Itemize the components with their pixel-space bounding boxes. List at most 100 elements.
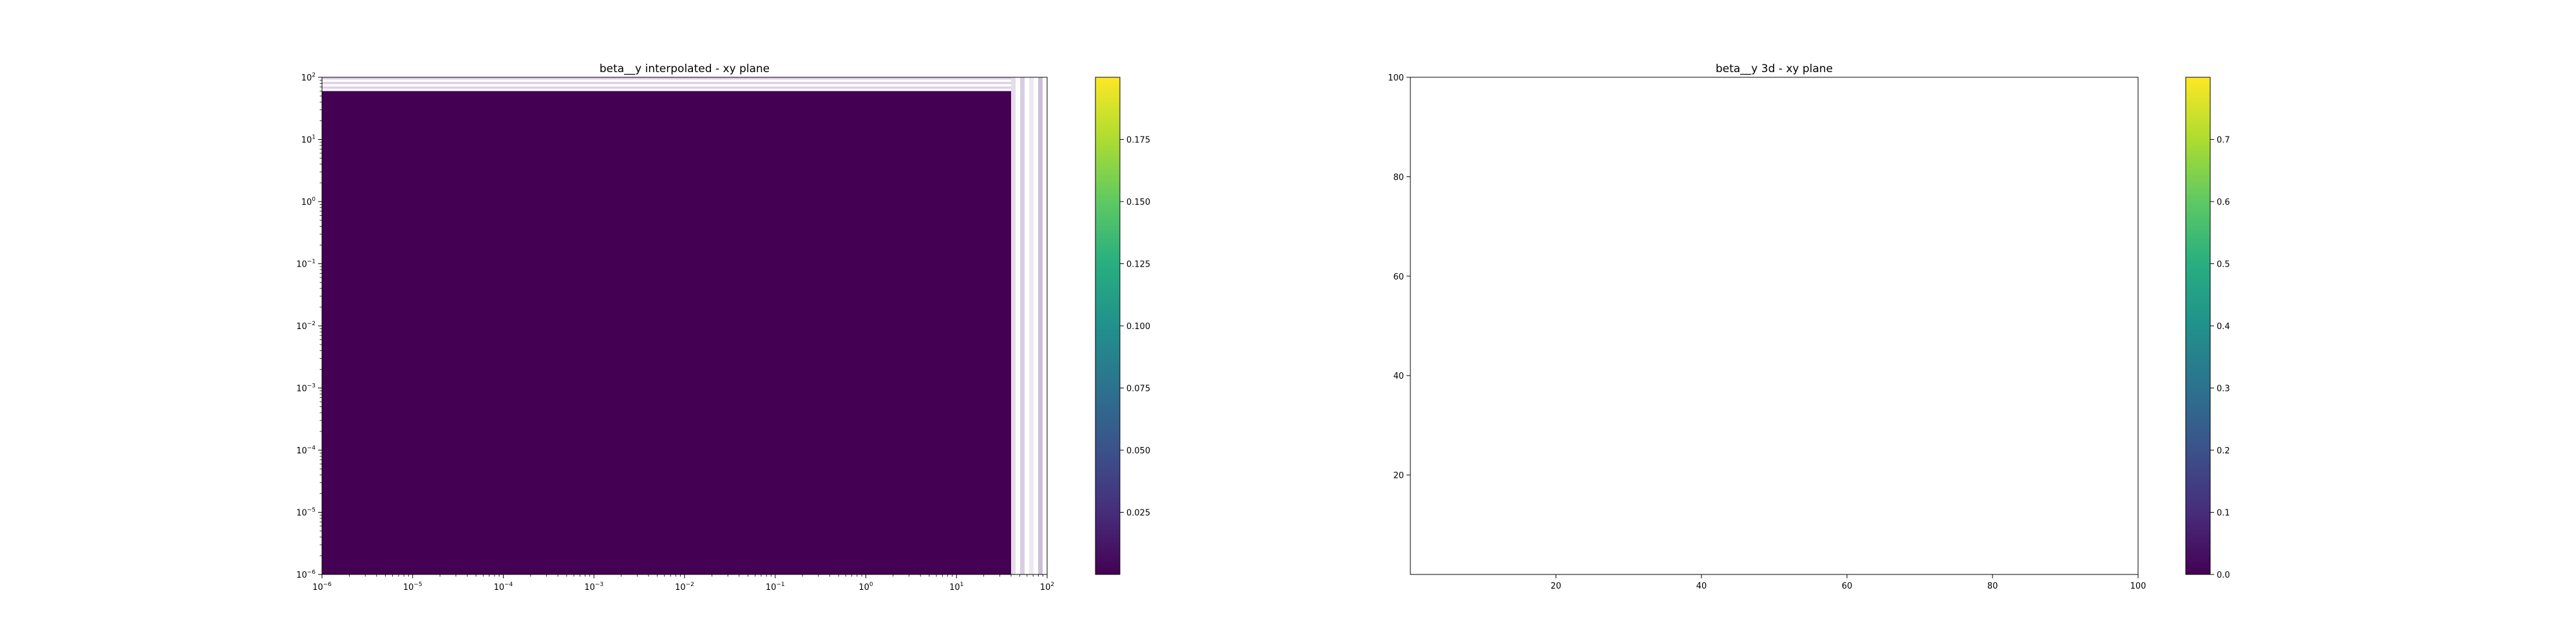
left-edge-band-top <box>322 84 1011 87</box>
left-edge-band-top <box>322 82 1011 84</box>
right-y-tick-label: 60 <box>1393 272 1404 282</box>
left-x-tick-label: 10−3 <box>584 582 603 592</box>
right-colorbar-tick-label: 0.0 <box>2217 571 2230 580</box>
right-y-tick-label: 80 <box>1393 173 1404 182</box>
right-x-axis: 20 40 60 80 100 <box>1551 574 2146 591</box>
left-heatmap-fill <box>322 91 1011 575</box>
left-edge-bands <box>322 77 1047 574</box>
right-colorbar-tick-label: 0.3 <box>2217 384 2230 394</box>
left-y-tick-label: 10−6 <box>296 569 316 580</box>
left-y-tick-base: 10 <box>296 322 307 332</box>
right-x-tick-label: 80 <box>1987 582 1998 591</box>
right-colorbar-tick-label: 0.6 <box>2217 198 2230 207</box>
left-colorbar-tick-label: 0.175 <box>1126 136 1150 146</box>
right-y-tick-label: 100 <box>1388 73 1404 83</box>
left-edge-band-top <box>322 77 1011 80</box>
left-edge-band-right <box>1028 77 1034 574</box>
left-x-tick-exp: 2 <box>1050 582 1054 588</box>
right-plot-frame <box>1410 77 2139 575</box>
left-x-tick-exp: −4 <box>504 582 513 588</box>
left-x-tick-base: 10 <box>675 583 686 592</box>
left-edge-band-right <box>1037 77 1043 574</box>
left-x-axis: 10−6 10−5 10−4 10−3 10−2 10−1 100 101 102 <box>312 574 1054 592</box>
left-x-tick-base: 10 <box>766 583 777 592</box>
left-x-tick-label: 102 <box>1040 582 1054 592</box>
left-y-tick-exp: 1 <box>312 135 316 141</box>
right-y-tick-label: 20 <box>1393 471 1404 481</box>
left-y-tick-label: 10−4 <box>296 445 316 456</box>
left-y-tick-exp: −6 <box>307 569 316 576</box>
left-y-tick-label: 10−3 <box>296 383 316 394</box>
left-x-tick-base: 10 <box>584 583 595 592</box>
left-x-tick-exp: −6 <box>323 582 332 588</box>
left-y-tick-base: 10 <box>301 198 312 207</box>
right-x-tick-label: 60 <box>1842 582 1853 591</box>
left-edge-band-right <box>1019 77 1025 574</box>
right-colorbar-tick-label: 0.4 <box>2217 322 2230 332</box>
left-y-tick-label: 10−2 <box>296 321 316 332</box>
left-colorbar-tick-label: 0.100 <box>1126 322 1150 332</box>
left-chart-title: beta__y interpolated - xy plane <box>600 62 770 75</box>
left-x-tick-exp: 1 <box>960 582 964 588</box>
right-y-axis: 20 40 60 80 100 <box>1388 73 1410 481</box>
left-y-tick-label: 102 <box>301 72 316 83</box>
left-edge-band-top <box>322 86 1011 89</box>
left-plot-area <box>321 77 1048 575</box>
right-colorbar-tick-label: 0.1 <box>2217 509 2230 518</box>
left-x-tick-label: 101 <box>949 582 963 592</box>
left-y-tick-base: 10 <box>301 73 312 83</box>
left-colorbar-tick-label: 0.025 <box>1126 509 1150 518</box>
left-y-tick-exp: −2 <box>307 321 316 327</box>
left-x-tick-label: 10−6 <box>312 582 332 592</box>
left-y-tick-exp: −4 <box>307 445 316 451</box>
left-colorbar-tick-label: 0.050 <box>1126 446 1150 456</box>
left-colorbar-tick-label: 0.150 <box>1126 198 1150 207</box>
left-colorbar-ticks: 0.025 0.050 0.075 0.100 0.125 0.150 0.175 <box>1120 136 1150 518</box>
chart-left: beta__y interpolated - xy plane 10−6 10−5… <box>296 62 1150 592</box>
left-x-tick-label: 10−2 <box>675 582 694 592</box>
left-y-tick-base: 10 <box>296 509 307 518</box>
left-edge-band-top <box>322 88 1011 91</box>
left-colorbar-tick-label: 0.075 <box>1126 384 1150 394</box>
left-y-tick-label: 101 <box>301 135 316 146</box>
left-edge-band-right <box>1015 77 1020 574</box>
left-x-tick-exp: −3 <box>595 582 603 588</box>
left-x-tick-base: 10 <box>312 583 323 592</box>
right-chart-title: beta__y 3d - xy plane <box>1716 62 1833 75</box>
left-x-tick-label: 10−4 <box>494 582 513 592</box>
left-x-tick-exp: −2 <box>686 582 694 588</box>
right-colorbar: 0.0 0.1 0.2 0.3 0.4 0.5 0.6 0.7 <box>2185 77 2230 580</box>
left-colorbar-tick-label: 0.125 <box>1126 260 1150 270</box>
left-x-tick-label: 10−5 <box>403 582 422 592</box>
right-x-tick-label: 100 <box>2130 582 2146 591</box>
left-y-tick-base: 10 <box>296 571 307 580</box>
right-colorbar-ticks: 0.0 0.1 0.2 0.3 0.4 0.5 0.6 0.7 <box>2210 136 2230 580</box>
right-plot-area <box>1410 77 2139 575</box>
right-colorbar-tick-label: 0.5 <box>2217 260 2230 270</box>
right-plot-background <box>1410 77 2138 574</box>
left-colorbar-gradient <box>1095 77 1120 574</box>
left-y-tick-exp: 2 <box>312 72 316 79</box>
left-y-tick-base: 10 <box>301 136 312 146</box>
left-y-tick-label: 10−1 <box>296 259 316 270</box>
left-x-tick-base: 10 <box>858 583 869 592</box>
right-x-tick-label: 20 <box>1551 582 1562 591</box>
left-edge-band-right <box>1010 77 1016 574</box>
left-x-tick-exp: 0 <box>869 582 873 588</box>
left-edge-band-right <box>1024 77 1029 574</box>
chart-right: beta__y 3d - xy plane 20 40 60 80 100 20 40 60… <box>1388 62 2230 591</box>
left-x-tick-base: 10 <box>1040 583 1051 592</box>
left-x-tick-label: 10−1 <box>766 582 785 592</box>
left-x-tick-exp: −1 <box>776 582 784 588</box>
left-y-tick-base: 10 <box>296 260 307 270</box>
left-edge-band-right <box>1042 77 1047 574</box>
left-y-tick-base: 10 <box>296 384 307 394</box>
left-y-tick-exp: −3 <box>307 383 316 390</box>
left-x-tick-base: 10 <box>494 583 505 592</box>
left-y-tick-exp: −1 <box>307 259 316 265</box>
left-x-tick-base: 10 <box>949 583 960 592</box>
left-x-tick-base: 10 <box>403 583 414 592</box>
right-colorbar-gradient <box>2186 77 2210 574</box>
